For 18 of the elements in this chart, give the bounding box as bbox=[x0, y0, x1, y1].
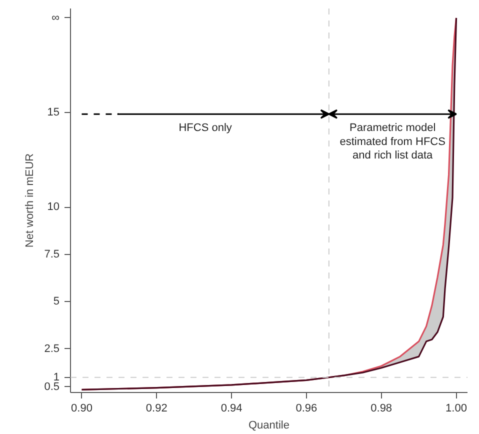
y-axis-title: Net worth in mEUR bbox=[24, 153, 36, 248]
y-tick-label: 7.5 bbox=[44, 248, 60, 260]
y-tick-label: ∞ bbox=[52, 12, 60, 24]
y-tick-label: 0.5 bbox=[44, 380, 60, 393]
y-tick-label: 1 bbox=[53, 371, 60, 384]
y-tick-label: 15 bbox=[47, 106, 60, 119]
annotation: HFCS only bbox=[178, 122, 232, 134]
y-tick-label: 5 bbox=[53, 296, 60, 308]
x-tick-label: 1.00 bbox=[446, 402, 467, 414]
y-tick-label: 2.5 bbox=[44, 342, 60, 355]
x-tick-label: 0.92 bbox=[146, 402, 168, 414]
x-tick-label: 0.98 bbox=[370, 402, 392, 414]
x-tick-label: 0.94 bbox=[220, 402, 242, 414]
y-tick-label: 10 bbox=[47, 201, 60, 214]
annotation: Parametric model estimated from HFCS and rich list data bbox=[340, 122, 446, 162]
x-axis-title: Quantile bbox=[248, 420, 290, 432]
x-tick-label: 0.90 bbox=[71, 402, 92, 414]
x-tick-label: 0.96 bbox=[296, 402, 318, 414]
